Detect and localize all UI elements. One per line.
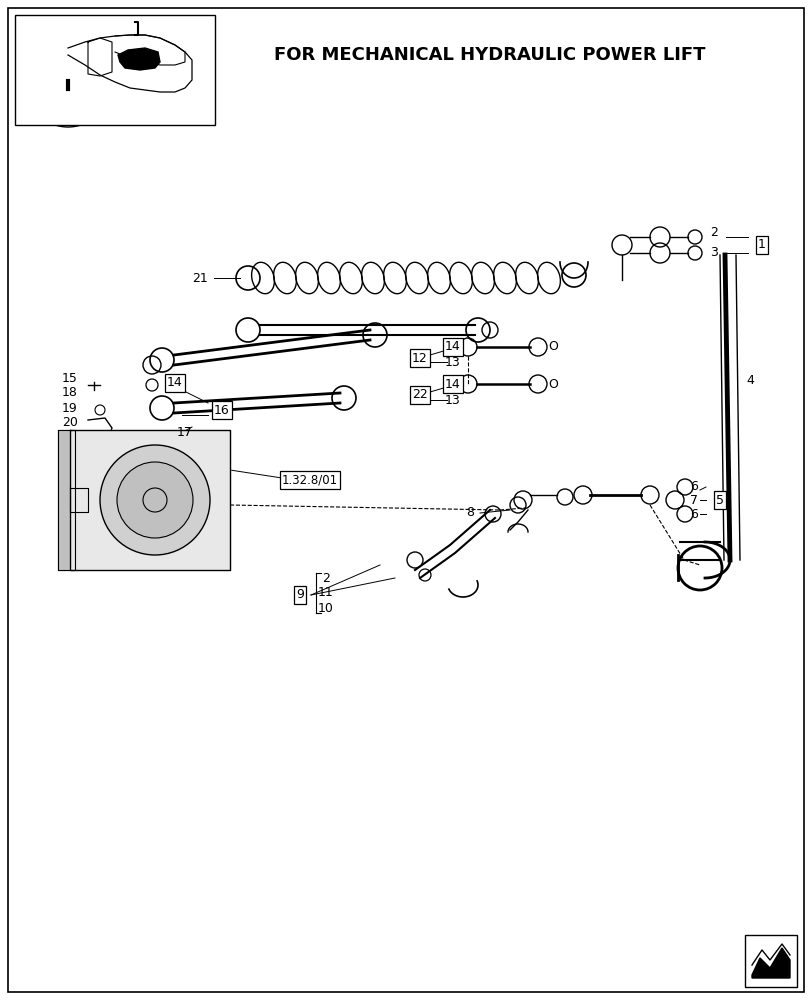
Text: 15: 15 xyxy=(62,371,78,384)
Text: 13: 13 xyxy=(444,393,461,406)
Text: FOR MECHANICAL HYDRAULIC POWER LIFT: FOR MECHANICAL HYDRAULIC POWER LIFT xyxy=(274,46,705,64)
Text: 14: 14 xyxy=(167,376,182,389)
Bar xyxy=(744,935,796,987)
Text: 11: 11 xyxy=(318,586,333,599)
Text: 14: 14 xyxy=(444,340,461,354)
Text: O: O xyxy=(547,340,557,354)
Text: 14: 14 xyxy=(444,377,461,390)
Polygon shape xyxy=(70,430,230,570)
Text: 6: 6 xyxy=(689,481,697,493)
Text: 20: 20 xyxy=(62,416,78,430)
Text: 9: 9 xyxy=(296,588,303,601)
Text: 8: 8 xyxy=(466,506,474,520)
Text: 4: 4 xyxy=(745,373,753,386)
Text: 17: 17 xyxy=(177,426,193,438)
Text: 10: 10 xyxy=(318,601,333,614)
Text: 5: 5 xyxy=(715,493,723,506)
Circle shape xyxy=(117,462,193,538)
Polygon shape xyxy=(118,48,160,70)
Text: 16: 16 xyxy=(214,403,230,416)
Text: 14: 14 xyxy=(444,340,461,354)
Text: 22: 22 xyxy=(412,388,427,401)
Text: 21: 21 xyxy=(192,271,208,284)
Polygon shape xyxy=(751,948,789,978)
Polygon shape xyxy=(70,488,88,512)
Text: 2: 2 xyxy=(709,227,717,239)
Text: 1.32.8/01: 1.32.8/01 xyxy=(281,474,337,487)
Text: 12: 12 xyxy=(412,352,427,364)
Text: 2: 2 xyxy=(322,572,329,584)
Text: 3: 3 xyxy=(709,246,717,259)
Text: 7: 7 xyxy=(689,493,697,506)
Text: 19: 19 xyxy=(62,401,78,414)
Text: O: O xyxy=(547,377,557,390)
Text: 6: 6 xyxy=(689,508,697,520)
Polygon shape xyxy=(58,430,75,570)
Bar xyxy=(15,15,215,125)
Text: 1: 1 xyxy=(757,238,765,251)
Circle shape xyxy=(100,445,210,555)
Text: 13: 13 xyxy=(444,356,461,368)
Text: 18: 18 xyxy=(62,386,78,399)
